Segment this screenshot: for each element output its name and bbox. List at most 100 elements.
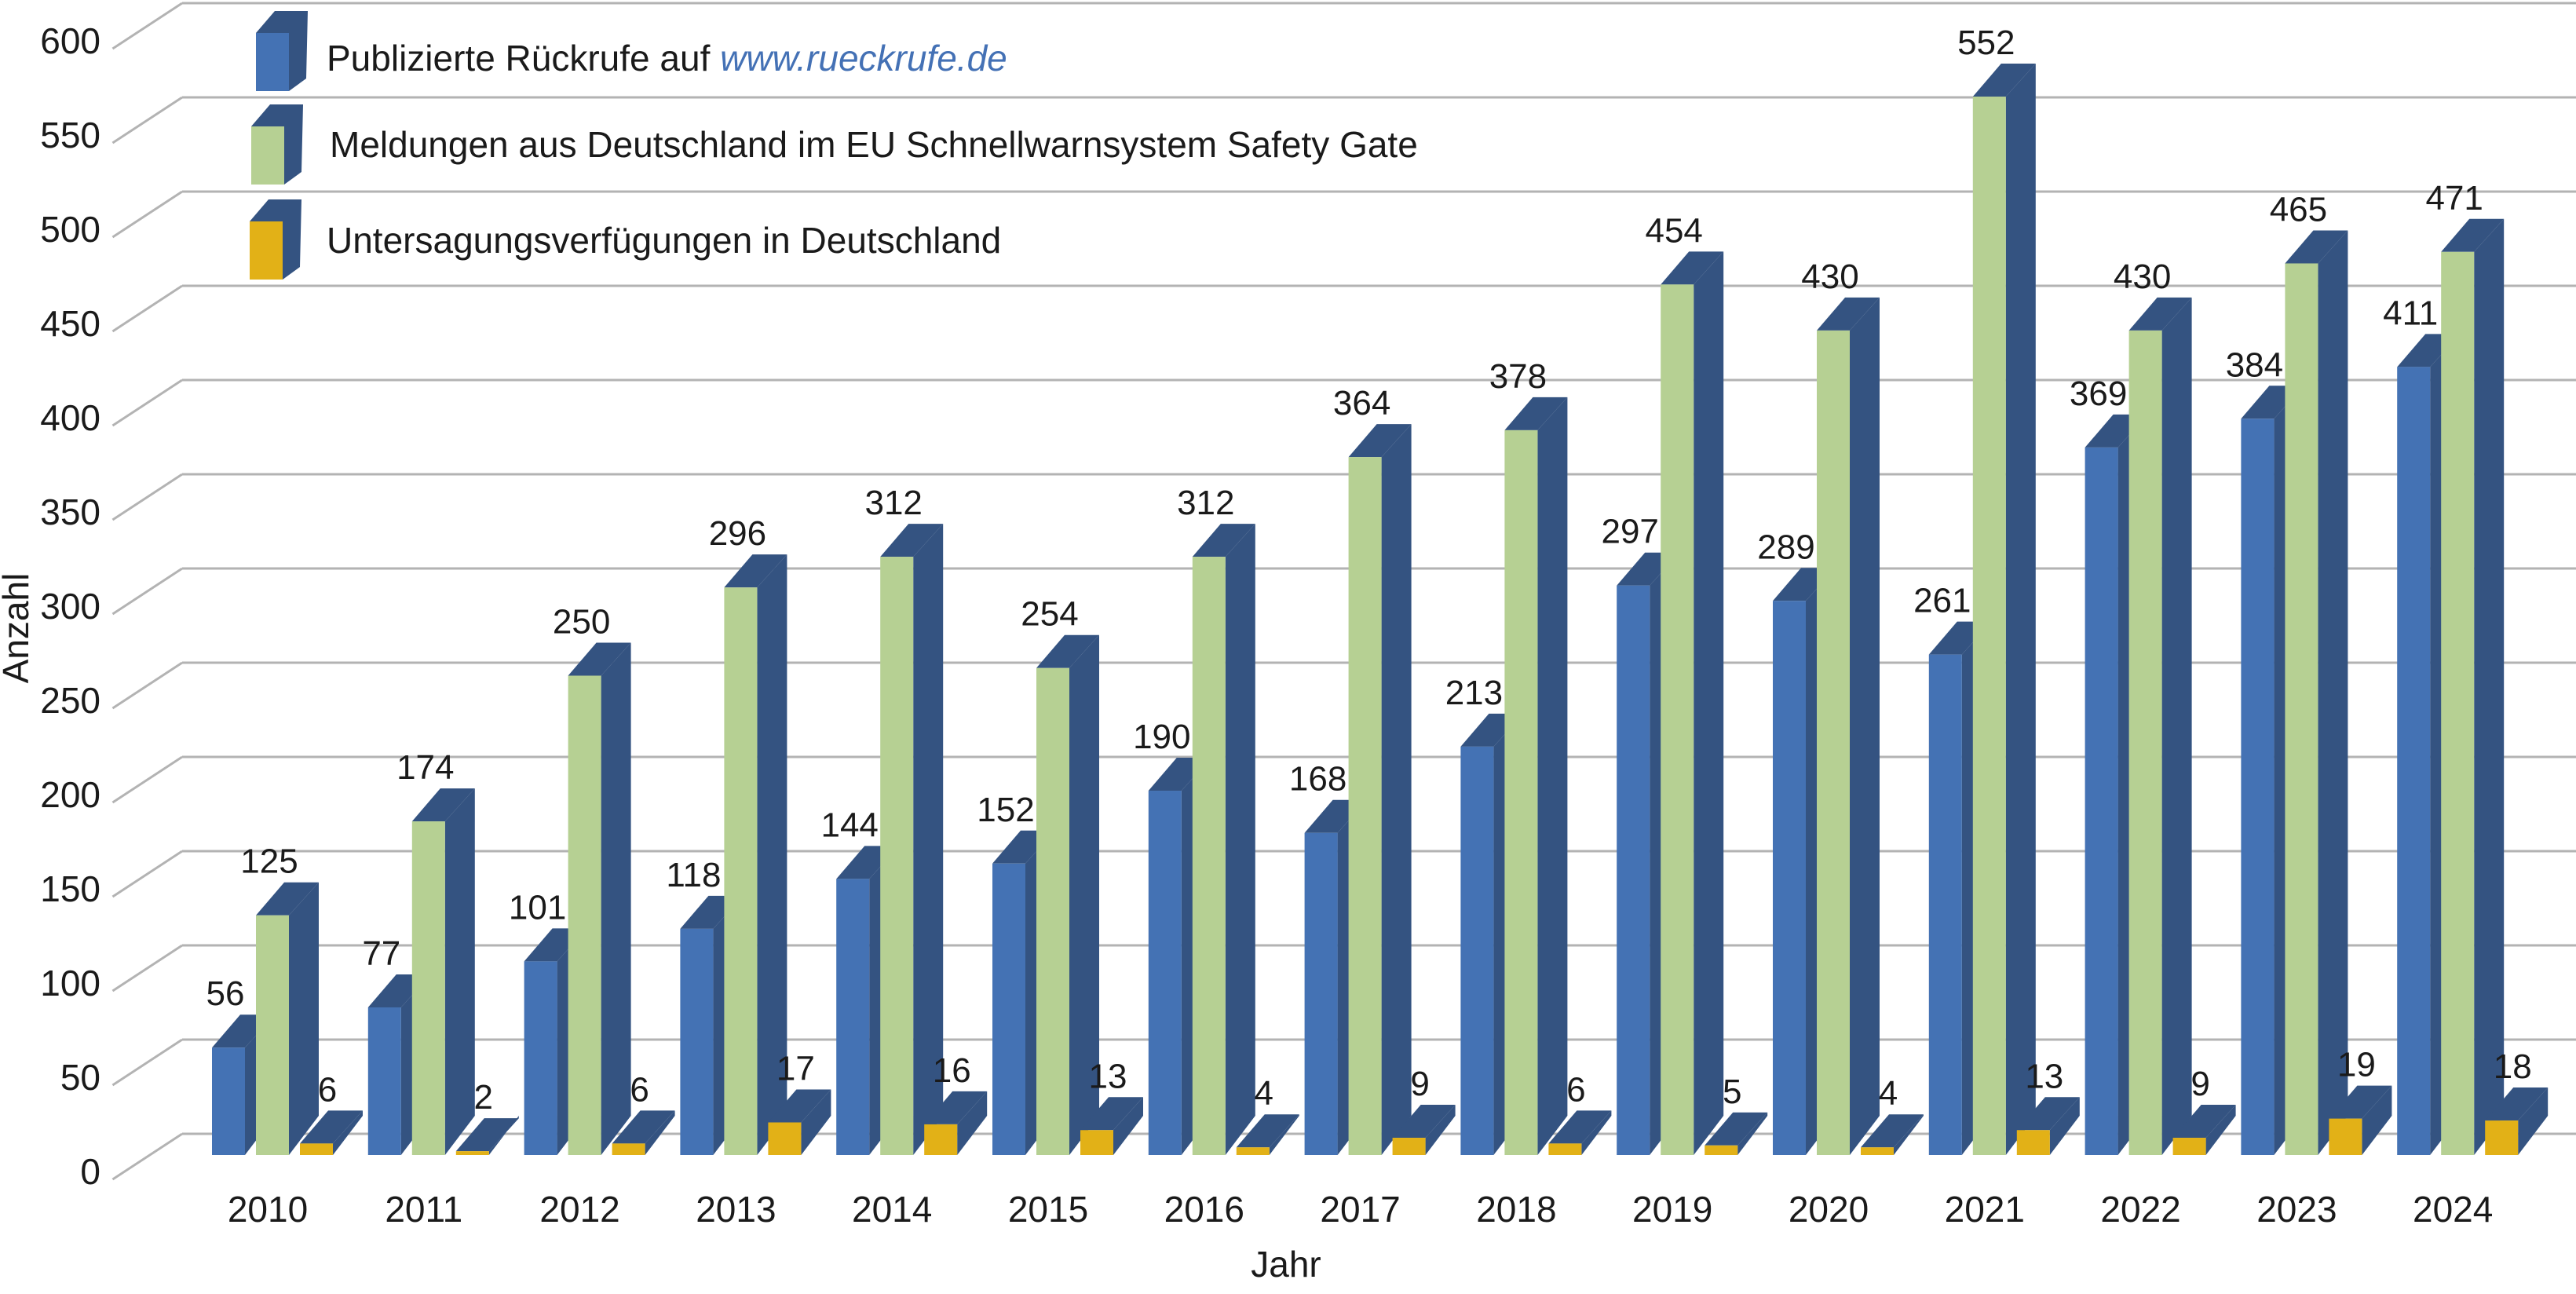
gridline-depth — [111, 284, 183, 333]
bar-side — [2005, 64, 2036, 1155]
data-label: 364 — [1333, 384, 1390, 422]
bar-side — [333, 1110, 363, 1155]
bar-top — [1192, 524, 1255, 557]
x-tick-label: 2020 — [1789, 1189, 1869, 1230]
x-tick-label: 2017 — [1320, 1189, 1400, 1230]
data-label: 411 — [2383, 294, 2438, 332]
y-tick-label: 350 — [40, 492, 100, 532]
data-label: 4 — [1255, 1074, 1273, 1113]
data-label: 465 — [2270, 190, 2327, 228]
data-label: 13 — [2025, 1057, 2063, 1095]
bar-top — [1705, 1112, 1768, 1146]
bar-side — [1737, 1112, 1768, 1155]
data-label: 250 — [553, 602, 610, 641]
bar-side — [645, 1110, 675, 1155]
bar-top — [1036, 634, 1099, 668]
data-label: 6 — [630, 1070, 649, 1109]
bar-top — [880, 524, 944, 557]
bar-front — [2241, 419, 2275, 1155]
bar — [2441, 218, 2505, 1156]
bar — [1548, 1110, 1612, 1155]
data-label: 454 — [1645, 211, 1702, 250]
bar-front — [256, 915, 289, 1155]
data-label: 152 — [977, 791, 1034, 829]
bar-side — [1113, 1097, 1143, 1155]
gridline-depth — [111, 96, 183, 144]
gridline-depth — [111, 1038, 183, 1087]
x-tick-label: 2021 — [1945, 1189, 2025, 1230]
x-tick-label: 2023 — [2256, 1189, 2337, 1230]
bar-front — [680, 928, 714, 1155]
bar-side — [2518, 1087, 2549, 1155]
x-tick-label: 2019 — [1632, 1189, 1712, 1230]
x-tick-label: 2013 — [696, 1189, 776, 1230]
legend-item-recalls: Publizierte Rückrufe auf www.rueckrufe.d… — [256, 11, 1007, 91]
bar-top — [612, 1110, 675, 1144]
bar-side — [1850, 297, 1880, 1156]
data-label: 254 — [1021, 595, 1078, 634]
bar-top — [1236, 1114, 1299, 1148]
bar — [1348, 424, 1412, 1155]
bar-front — [1304, 832, 1338, 1155]
data-label: 9 — [2191, 1065, 2209, 1103]
data-label: 289 — [1757, 528, 1814, 566]
bar-top — [256, 882, 319, 916]
bar — [2172, 1105, 2236, 1155]
bar — [1192, 524, 1255, 1155]
data-label: 17 — [776, 1049, 815, 1087]
bar-top — [300, 1110, 363, 1144]
x-axis-ticks: 2010 2011 2012 2013 2014 2015 2016 2017 2018 2019… — [228, 1189, 2494, 1230]
legend-swatch-prohibitions — [250, 199, 301, 280]
y-tick-label: 600 — [40, 20, 100, 61]
bar-front — [1861, 1147, 1894, 1155]
gridline-depth — [111, 473, 183, 521]
bar — [724, 554, 787, 1155]
bar-top — [2128, 297, 2192, 331]
bar — [1236, 1114, 1299, 1155]
data-label: 118 — [666, 856, 721, 894]
y-tick-label: 100 — [40, 963, 100, 1003]
data-label: 296 — [709, 514, 766, 553]
data-label: 312 — [864, 484, 922, 522]
x-tick-label: 2018 — [1476, 1189, 1556, 1230]
bar-top — [1548, 1110, 1612, 1144]
bar — [1817, 297, 1880, 1156]
data-label: 13 — [1089, 1057, 1127, 1095]
bar-front — [1504, 430, 1538, 1155]
bar-front — [300, 1143, 333, 1155]
data-label: 4 — [1879, 1074, 1898, 1113]
bar-side — [1694, 251, 1724, 1155]
gridline-depth — [111, 378, 183, 427]
bar-front — [2128, 330, 2162, 1156]
bar-front — [411, 821, 445, 1155]
bar-front — [880, 557, 914, 1155]
bar — [612, 1110, 675, 1155]
bar — [455, 1116, 519, 1155]
bar-top — [1080, 1097, 1143, 1131]
bar-front — [724, 587, 758, 1155]
gridline-depth — [111, 1132, 183, 1181]
bar-front — [367, 1007, 401, 1155]
y-tick-label: 400 — [40, 397, 100, 438]
bar — [2329, 1085, 2392, 1155]
bar-top — [724, 554, 787, 588]
y-axis-label: Anzahl — [0, 573, 36, 684]
bar — [1972, 64, 2036, 1155]
legend-item-prohibitions: Untersagungsverfügungen in Deutschland — [250, 199, 1001, 280]
bar-top — [1861, 1114, 1924, 1148]
data-label: 297 — [1601, 513, 1658, 551]
bar-front — [2285, 263, 2318, 1155]
x-tick-label: 2012 — [539, 1189, 619, 1230]
data-label: 552 — [1957, 24, 2015, 62]
data-labels: 5612567717421012506118296171443121615225… — [206, 24, 2532, 1117]
bar-top — [924, 1091, 988, 1124]
y-tick-label: 300 — [40, 586, 100, 627]
bar-front — [568, 675, 601, 1155]
bar-front — [612, 1143, 645, 1155]
bar-top — [1348, 424, 1412, 458]
y-tick-label: 50 — [60, 1057, 100, 1098]
bar-front — [2485, 1120, 2519, 1155]
gridline-depth — [111, 2, 183, 50]
bar-side — [444, 788, 475, 1155]
